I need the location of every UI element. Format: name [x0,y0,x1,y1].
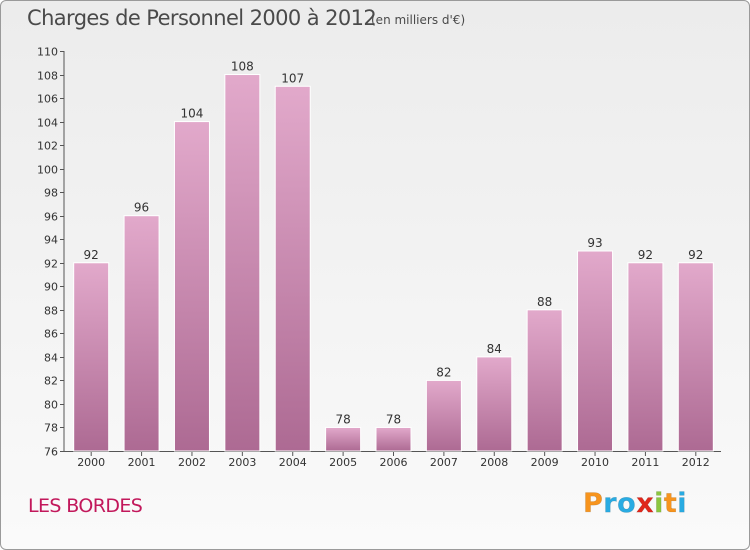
y-tick-label: 96 [44,211,58,224]
y-tick-label: 98 [44,187,58,200]
x-tick-label: 2005 [329,456,357,469]
bar-value-label: 92 [638,248,653,262]
x-tick-label: 2011 [631,456,659,469]
x-tick-label: 2010 [581,456,609,469]
x-tick-label: 2008 [480,456,508,469]
chart-bars [73,74,714,452]
x-tick-label: 2002 [178,456,206,469]
proxiti-logo: Proxiti [583,488,688,520]
y-tick-label: 80 [44,399,58,412]
x-tick-label: 2006 [380,456,408,469]
logo-letter: r [603,488,618,520]
chart-subtitle: (en milliers d'€) [371,13,466,27]
bar-2002 [173,121,210,452]
y-tick-label: 88 [44,305,58,318]
x-tick-label: 2001 [128,456,156,469]
bar-2011 [627,262,664,452]
bar-2012 [677,262,714,452]
bar-2009 [526,309,563,452]
chart-data-labels: 92 96 104 108 107 78 78 82 84 88 93 92 92 [84,60,704,427]
x-tick-label: 2000 [77,456,105,469]
x-tick-label: 2003 [228,456,256,469]
y-tick-label: 92 [44,258,58,271]
bar-2003 [224,74,261,452]
bar-value-label: 107 [281,71,304,85]
bar-value-label: 84 [487,342,502,356]
x-tick-label: 2009 [531,456,559,469]
y-tick-label: 104 [37,117,58,130]
x-tick-label: 2007 [430,456,458,469]
logo-letter: x [636,488,655,520]
bar-value-label: 93 [587,236,602,250]
y-tick-label: 108 [37,70,58,83]
bar-2008 [476,356,513,452]
bar-value-label: 104 [181,107,204,121]
bar-value-label: 78 [335,412,350,426]
logo-letter: P [583,488,604,520]
bar-value-label: 92 [84,248,99,262]
y-tick-label: 94 [44,234,58,247]
bar-2001 [123,215,160,452]
logo-letter: t [663,488,678,520]
chart-axes: 76 78 80 82 84 86 88 90 92 94 96 98 100 102 104 106 108 1… [37,46,721,469]
bar-2004 [274,85,311,452]
bar-2007 [425,379,462,452]
y-tick-label: 78 [44,422,58,435]
commune-name: LES BORDES [28,495,143,517]
bar-2010 [577,250,614,452]
bar-2000 [73,262,110,452]
y-tick-label: 86 [44,328,58,341]
logo-letter: o [617,488,637,520]
bar-value-label: 108 [231,60,254,74]
x-tick-label: 2004 [279,456,307,469]
bar-value-label: 92 [688,248,703,262]
y-tick-label: 110 [37,46,58,59]
chart-title: Charges de Personnel 2000 à 2012 [27,6,377,30]
y-tick-label: 82 [44,375,58,388]
y-tick-label: 102 [37,140,58,153]
y-tick-label: 100 [37,164,58,177]
bar-value-label: 88 [537,295,552,309]
bar-2005 [325,426,362,452]
logo-letter: i [677,488,688,520]
x-tick-label: 2012 [682,456,710,469]
bar-value-label: 82 [436,365,451,379]
y-tick-label: 106 [37,93,58,106]
y-tick-label: 84 [44,352,58,365]
y-tick-label: 90 [44,281,58,294]
y-tick-label: 76 [44,446,58,459]
bar-value-label: 96 [134,201,149,215]
bar-2006 [375,426,412,452]
bar-value-label: 78 [386,412,401,426]
logo-letter: i [654,488,664,520]
